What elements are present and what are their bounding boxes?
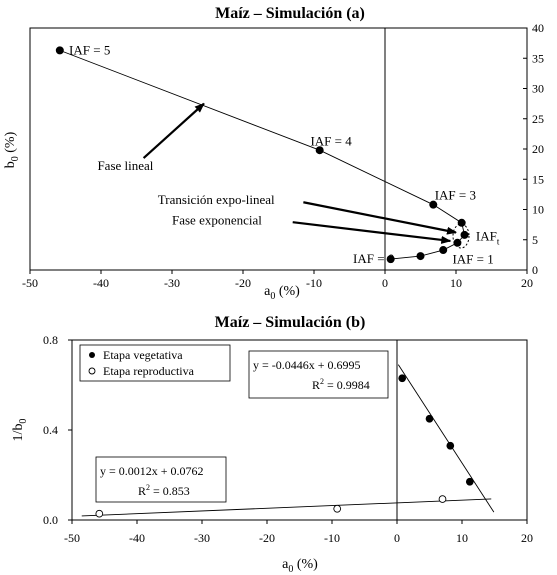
equation-reproductiva: y = 0.0012x + 0.0762 — [100, 464, 204, 478]
chart-b-ticks: -50 -40 -30 -20 -10 0 10 20 0.0 0.4 0.8 — [43, 333, 533, 545]
chart-a-ytick-label: 10 — [532, 203, 544, 217]
chart-b-xtick-label: 20 — [521, 531, 533, 545]
chart-a-point — [457, 218, 466, 227]
chart-b-point-vegetativa — [398, 374, 407, 383]
chart-b-xtick-label: -30 — [194, 531, 210, 545]
chart-a-point-labels: IAF = 0 IAF = 1 IAFt IAF = 3 IAF = 4 IAF = 5 — [69, 42, 500, 266]
chart-a-xtick-label: 10 — [450, 276, 462, 290]
chart-b-series — [81, 364, 495, 518]
equation-box-vegetativa-frame — [248, 350, 389, 399]
legend-marker-vegetativa — [89, 352, 95, 358]
chart-a-point-label: IAF = 0 — [353, 251, 394, 266]
chart-b-legend: Etapa vegetativa Etapa reproductiva — [79, 344, 231, 382]
chart-a-annotation-arrow — [303, 201, 457, 235]
chart-b-ytick-label: 0.4 — [43, 423, 58, 437]
chart-b-fit-line — [81, 498, 492, 517]
equation-box-reproductiva-frame — [95, 456, 227, 503]
chart-b-ylabel: 1/b0 — [11, 419, 29, 442]
chart-b-point-vegetativa — [446, 441, 455, 450]
chart-a-point — [386, 255, 395, 264]
chart-a-point-label: IAF = 1 — [452, 252, 493, 267]
chart-a-xtick-label: -50 — [22, 276, 38, 290]
chart-a-point — [315, 146, 324, 155]
chart-a-point-label: IAF = 3 — [435, 188, 476, 203]
chart-a-ytick-label: 15 — [532, 172, 544, 186]
chart-b-xtick-label: 10 — [456, 531, 468, 545]
chart-a-ytick-label: 0 — [532, 263, 538, 277]
chart-a-annotations: Fase lineal Transición expo-lineal Fase ex… — [97, 102, 457, 244]
chart-b-point-vegetativa — [425, 414, 434, 423]
chart-a-ytick-label: 5 — [532, 233, 538, 247]
legend-marker-reproductiva — [88, 367, 96, 375]
chart-b-point-reproductiva — [438, 495, 447, 503]
chart-a-xtick-label: -10 — [306, 276, 322, 290]
chart-a-ytick-label: 20 — [532, 142, 544, 156]
chart-b-xlabel: a0 (%) — [282, 557, 318, 575]
chart-a-annotation-label: Transición expo-lineal — [158, 192, 275, 207]
chart-a-annotation-label: Fase lineal — [97, 158, 153, 173]
chart-a-ytick-label: 40 — [532, 21, 544, 35]
chart-a-xtick-label: -30 — [164, 276, 180, 290]
chart-a-xtick-label: -40 — [93, 276, 109, 290]
chart-a-point-label: IAF = 4 — [310, 134, 352, 149]
chart-a-annotation-arrow — [142, 102, 205, 159]
chart-b-point-reproductiva — [333, 504, 342, 513]
r2-reproductiva: R2 = 0.853 — [138, 483, 190, 498]
chart-a-plot-frame — [29, 27, 528, 271]
chart-b-ytick-label: 0.8 — [43, 333, 58, 347]
legend-label-reproductiva: Etapa reproductiva — [103, 364, 195, 378]
chart-b-xtick-label: 0 — [394, 531, 400, 545]
chart-b-xtick-label: -20 — [259, 531, 275, 545]
chart-a-point-label: IAFt — [476, 229, 500, 247]
chart-b-legend-box — [79, 344, 231, 382]
chart-a-xtick-label: 20 — [521, 276, 533, 290]
chart-a-point-label: IAF = 5 — [69, 42, 110, 57]
chart-b-xtick-label: -40 — [129, 531, 145, 545]
chart-b-point-reproductiva — [95, 509, 104, 518]
chart-a-point — [453, 238, 462, 247]
chart-a-point — [416, 252, 425, 261]
chart-a-transition-circle — [452, 223, 470, 249]
chart-b: Maíz – Simulación (b) -50 -40 -30 -20 -10 0 10… — [11, 314, 533, 575]
chart-a-ytick-label: 30 — [532, 82, 544, 96]
equation-vegetativa: y = -0.0446x + 0.6995 — [253, 358, 361, 372]
chart-b-fit-line — [397, 364, 495, 513]
chart-a-point — [460, 230, 469, 239]
r2-vegetativa: R2 = 0.9984 — [312, 377, 370, 392]
chart-a-series-line — [59, 49, 466, 260]
chart-a-point — [55, 46, 64, 55]
chart-a-ylabel: b0 (%) — [3, 131, 21, 168]
chart-b-ytick-label: 0.0 — [43, 513, 58, 527]
legend-label-vegetativa: Etapa vegetativa — [103, 348, 183, 362]
chart-b-xtick-label: -10 — [324, 531, 340, 545]
chart-a-ytick-label: 35 — [532, 51, 544, 65]
chart-a-point — [439, 246, 448, 255]
chart-a-xtick-label: -20 — [235, 276, 251, 290]
chart-a-annotation-arrow — [292, 221, 452, 244]
equation-box-reproductiva: y = 0.0012x + 0.0762 R2 = 0.853 — [95, 456, 227, 503]
equation-box-vegetativa: y = -0.0446x + 0.6995 R2 = 0.9984 — [248, 350, 389, 399]
chart-a-series — [55, 46, 469, 264]
chart-b-title: Maíz – Simulación (b) — [215, 314, 366, 331]
chart-a-point — [429, 200, 438, 209]
chart-a: Maíz – Simulación (a) -50 -40 -30 -20 -10 0 10… — [3, 5, 544, 302]
chart-a-ytick-label: 25 — [532, 112, 544, 126]
chart-a-xtick-label: 0 — [382, 276, 388, 290]
chart-a-annotation-label: Fase exponencial — [172, 212, 262, 227]
chart-b-xtick-label: -50 — [64, 531, 80, 545]
chart-a-xlabel: a0 (%) — [264, 284, 300, 302]
chart-a-title: Maíz – Simulación (a) — [215, 5, 365, 22]
chart-b-point-vegetativa — [465, 477, 474, 486]
